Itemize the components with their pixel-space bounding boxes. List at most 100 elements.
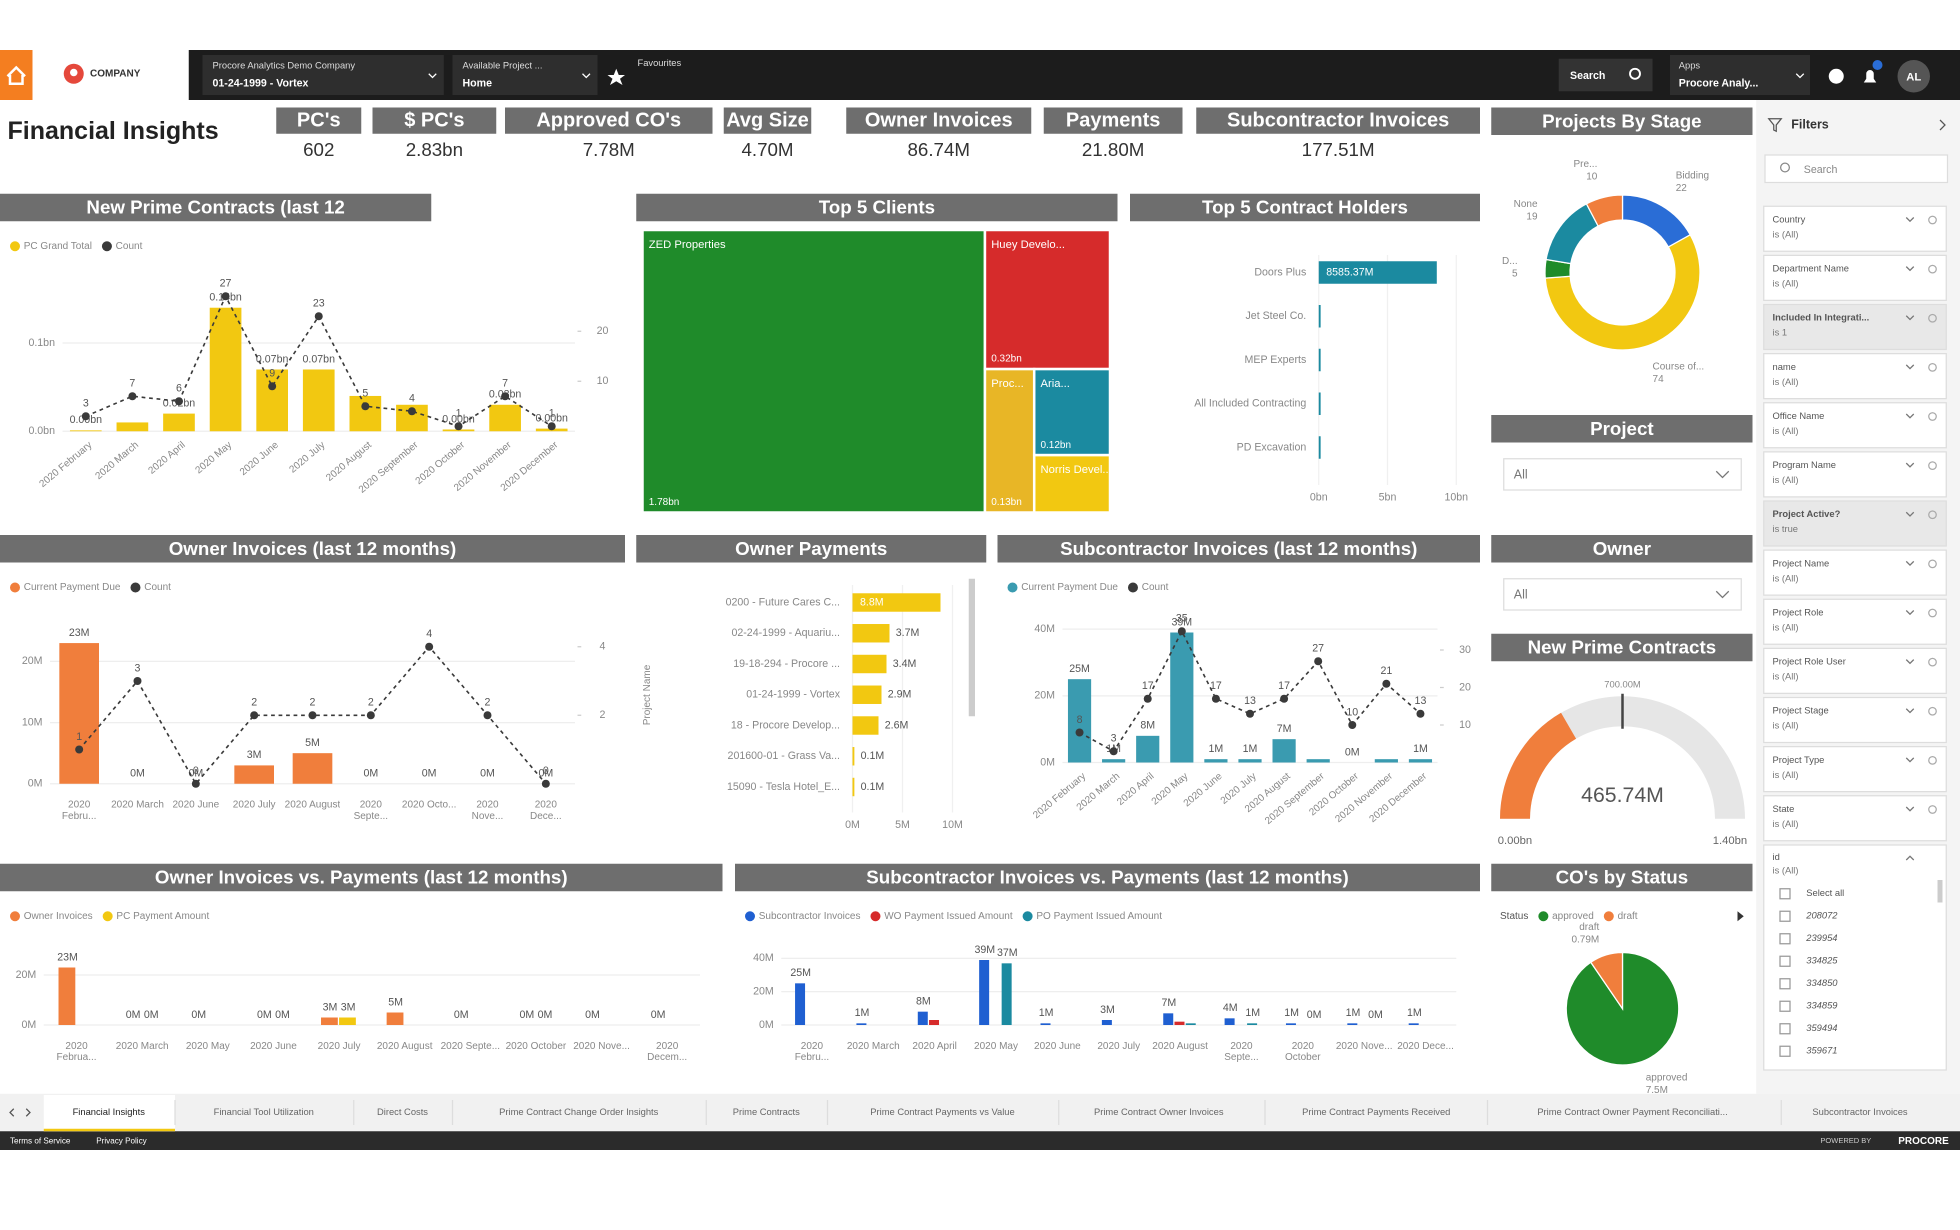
clear-icon[interactable]	[1928, 313, 1937, 323]
expand-arrow[interactable]	[1905, 217, 1915, 223]
selector[interactable]	[202, 55, 444, 95]
clear-icon[interactable]	[1928, 608, 1937, 618]
tab[interactable]: Prime Contract Owner Invoices	[1094, 1107, 1224, 1117]
bell-icon[interactable]	[1863, 70, 1877, 83]
filter-card[interactable]	[1763, 352, 1947, 400]
help-icon[interactable]	[1828, 68, 1844, 84]
expand-arrow[interactable]	[1905, 560, 1915, 567]
clear-icon[interactable]	[1928, 362, 1937, 372]
checkbox[interactable]	[1779, 978, 1791, 990]
checkbox[interactable]	[1779, 888, 1791, 900]
collapse-arrow[interactable]	[1939, 119, 1946, 131]
favourite-star[interactable]	[607, 68, 626, 85]
clear-icon[interactable]	[1928, 264, 1937, 274]
expand-arrow[interactable]	[1905, 659, 1915, 665]
bar	[1285, 1023, 1296, 1025]
expand-arrow[interactable]	[1905, 462, 1915, 468]
clear-icon[interactable]	[1928, 559, 1937, 569]
legend-swatch	[10, 911, 20, 922]
filter-card[interactable]	[1763, 254, 1947, 302]
filter-card[interactable]	[1763, 451, 1947, 498]
clear-icon[interactable]	[1928, 510, 1937, 520]
filter-card[interactable]	[1763, 844, 1947, 1071]
clear-icon[interactable]	[1928, 755, 1937, 765]
panel-header	[1491, 107, 1753, 135]
filter-card[interactable]	[1763, 795, 1947, 842]
data-label: 3.4M	[893, 658, 917, 670]
checkbox[interactable]	[1779, 1023, 1791, 1035]
tab-scroll-right[interactable]	[25, 1108, 31, 1117]
filter-card[interactable]	[1763, 303, 1947, 351]
x-tick-label: 0bn	[1310, 491, 1328, 503]
clear-icon[interactable]	[1928, 805, 1937, 814]
tab[interactable]: Subcontractor Invoices	[1812, 1107, 1908, 1117]
avatar[interactable]	[1897, 60, 1931, 93]
selector[interactable]	[452, 55, 598, 95]
filter-card[interactable]	[1763, 696, 1947, 744]
filter-card[interactable]	[1763, 402, 1947, 449]
data-label: 0.07bn	[256, 353, 289, 365]
dropdown[interactable]	[1503, 458, 1742, 491]
expand-arrow[interactable]	[1905, 757, 1915, 763]
filter-search[interactable]	[1764, 154, 1949, 184]
filter-condition: is true	[1773, 524, 1799, 534]
filter-card[interactable]	[1763, 549, 1947, 596]
filter-card[interactable]	[1763, 647, 1947, 695]
clear-icon[interactable]	[1928, 215, 1937, 225]
line-point	[1416, 709, 1425, 718]
filter-card[interactable]	[1763, 500, 1947, 547]
panel-header	[1491, 415, 1753, 443]
data-label: 0M	[538, 1009, 553, 1021]
expand-arrow[interactable]	[1905, 708, 1915, 714]
filter-card[interactable]	[1763, 598, 1947, 645]
tab[interactable]: Prime Contract Owner Payment Reconciliat…	[1537, 1107, 1727, 1117]
checkbox[interactable]	[1779, 910, 1791, 922]
clear-icon[interactable]	[1928, 412, 1937, 421]
clear-icon[interactable]	[1928, 706, 1937, 716]
kpi-header	[1196, 107, 1480, 134]
y2-tick-label: 4	[600, 641, 606, 653]
dropdown-arrow	[428, 73, 437, 79]
filter-card[interactable]	[1763, 205, 1947, 252]
filter-field: Included In Integrati...	[1773, 313, 1870, 323]
checkbox[interactable]	[1779, 1045, 1791, 1057]
tab[interactable]: Prime Contract Payments Received	[1302, 1107, 1450, 1117]
expand-arrow[interactable]	[1905, 364, 1915, 370]
tab[interactable]: Financial Tool Utilization	[214, 1107, 314, 1117]
footer-link[interactable]: Terms of Service	[10, 1136, 71, 1145]
clear-icon[interactable]	[1928, 657, 1937, 667]
expand-arrow[interactable]	[1905, 413, 1915, 419]
filter-card[interactable]	[1763, 745, 1947, 793]
active-tab[interactable]	[43, 1095, 175, 1132]
tab[interactable]: Prime Contracts	[733, 1107, 800, 1117]
checkbox[interactable]	[1779, 1000, 1791, 1012]
checkbox[interactable]	[1779, 955, 1791, 967]
expand-arrow[interactable]	[1905, 315, 1915, 321]
dropdown[interactable]	[1503, 578, 1742, 611]
tab-scroll-left[interactable]	[9, 1108, 15, 1117]
clear-icon[interactable]	[1928, 461, 1937, 470]
expand-arrow[interactable]	[1905, 511, 1915, 517]
x-tick-label-box: 2020 June	[250, 1040, 297, 1051]
scrollbar[interactable]	[968, 578, 975, 717]
checkbox[interactable]	[1779, 933, 1791, 945]
home-button[interactable]	[0, 50, 33, 100]
y-tick-label: 0M	[28, 778, 43, 790]
line-point	[268, 382, 277, 391]
expand-arrow[interactable]	[1905, 266, 1915, 272]
expand-arrow[interactable]	[1905, 610, 1915, 616]
tab[interactable]: Financial Insights	[73, 1107, 146, 1117]
x-tick-label-box: 2020 October	[506, 1040, 567, 1051]
x-tick-label: 2020 March	[115, 1040, 169, 1052]
tab[interactable]: Direct Costs	[377, 1107, 428, 1117]
tab[interactable]: Prime Contract Change Order Insights	[499, 1107, 658, 1117]
tab[interactable]: Prime Contract Payments vs Value	[870, 1107, 1014, 1117]
search-box[interactable]	[1558, 58, 1653, 92]
apps-selector[interactable]	[1670, 55, 1810, 95]
filter-condition: is (All)	[1773, 866, 1799, 876]
legend-scroll[interactable]	[1737, 911, 1744, 922]
slice-label: Course of...	[1653, 362, 1705, 373]
collapse-arrow[interactable]	[1905, 855, 1915, 861]
expand-arrow[interactable]	[1905, 806, 1915, 812]
footer-link[interactable]: Privacy Policy	[96, 1136, 147, 1145]
